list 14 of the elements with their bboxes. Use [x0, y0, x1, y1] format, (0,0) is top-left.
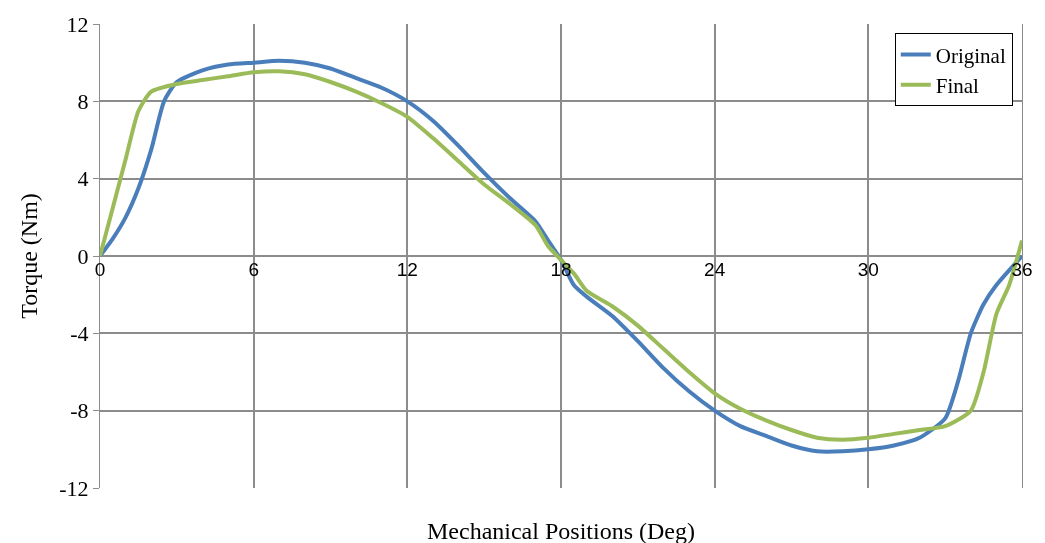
x-tick-label: 0	[94, 259, 106, 280]
x-tick-label: 30	[857, 259, 879, 280]
y-axis-title: Torque (Nm)	[16, 193, 43, 319]
y-tick-label: 12	[66, 11, 89, 37]
x-tick-label: 24	[704, 259, 726, 280]
y-tick-label: -8	[70, 398, 89, 424]
x-tick-label: 6	[248, 259, 259, 280]
y-tick-label: -12	[59, 475, 89, 501]
y-tick-label: 4	[77, 166, 89, 192]
y-tick-label: -4	[70, 321, 89, 347]
x-tick-label: 12	[396, 259, 418, 280]
legend-label: Final	[935, 73, 980, 98]
y-tick-label: 8	[77, 89, 89, 115]
legend-label: Original	[935, 43, 1006, 68]
